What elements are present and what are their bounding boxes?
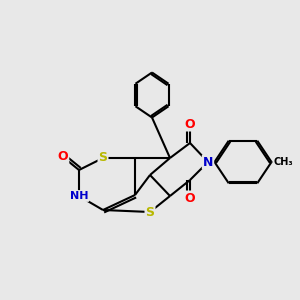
Text: NH: NH	[70, 191, 88, 201]
Text: S: S	[98, 152, 107, 164]
Text: N: N	[203, 155, 213, 169]
Text: O: O	[185, 191, 195, 205]
Text: O: O	[58, 151, 68, 164]
Text: S: S	[146, 206, 154, 218]
Text: O: O	[185, 118, 195, 130]
Text: CH₃: CH₃	[273, 157, 293, 167]
